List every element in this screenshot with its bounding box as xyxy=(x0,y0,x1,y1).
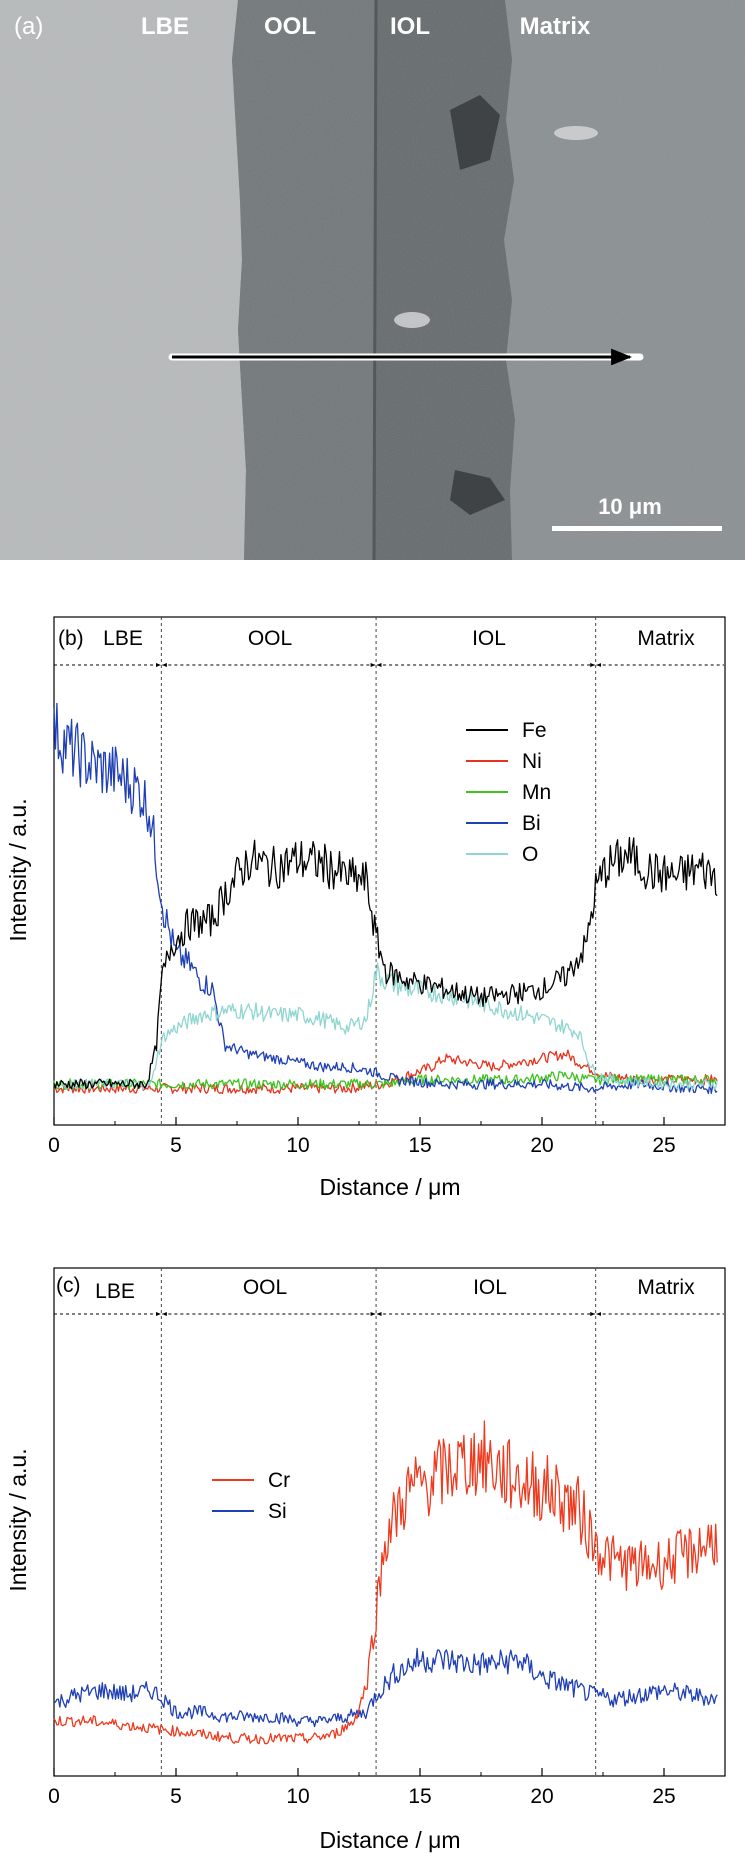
chart-b-x-tick-label: 0 xyxy=(48,1134,60,1157)
panel-a-tag: (a) xyxy=(14,13,43,40)
chart-c-region-label-matrix: Matrix xyxy=(637,1276,695,1299)
chart-c-region-label-lbe: LBE xyxy=(95,1280,135,1303)
inclusion-1 xyxy=(554,126,598,140)
chart-c-x-axis-label: Distance / μm xyxy=(319,1827,460,1853)
region-label-iol: IOL xyxy=(390,13,430,40)
chart-b-region-label-iol: IOL xyxy=(472,627,506,650)
chart-b-series-line-bi xyxy=(53,702,718,1095)
chart-c-plot-frame xyxy=(53,1267,726,1777)
chart-b-series-line-ni xyxy=(53,1049,718,1095)
inclusion-2 xyxy=(394,312,430,328)
chart-c: 0 5 10 15 20 25 Cr Si (c) LBE OOL IOL Matrix D… xyxy=(5,1267,726,1853)
chart-b-series-line-fe xyxy=(53,837,718,1090)
chart-b-x-tick-label: 25 xyxy=(652,1134,675,1157)
chart-c-series xyxy=(53,1420,718,1745)
chart-c-ticks: 0 5 10 15 20 25 xyxy=(48,1768,676,1808)
scale-bar-label: 10 μm xyxy=(598,494,662,519)
chart-b-panel-tag: (b) xyxy=(58,627,84,650)
chart-c-x-tick-label: 25 xyxy=(652,1785,675,1808)
chart-c-legend: Cr Si xyxy=(212,1469,290,1523)
dark-phase-1 xyxy=(450,95,500,170)
region-label-matrix: Matrix xyxy=(520,13,591,40)
region-label-ool: OOL xyxy=(264,13,316,40)
chart-c-region-label-ool: OOL xyxy=(243,1276,287,1299)
chart-b-x-tick-label: 20 xyxy=(530,1134,553,1157)
chart-c-x-tick-label: 10 xyxy=(286,1785,309,1808)
dark-phase-2 xyxy=(450,470,505,515)
chart-c-region-label-iol: IOL xyxy=(473,1276,507,1299)
chart-c-x-tick-label: 20 xyxy=(530,1785,553,1808)
chart-b: 0 5 10 15 20 25 Fe Ni Mn Bi O (b) LBE OOL IOL Mat… xyxy=(5,616,726,1200)
chart-c-y-axis-label: Intensity / a.u. xyxy=(5,1448,31,1591)
chart-c-boundaries xyxy=(160,1268,597,1776)
chart-c-x-tick-label: 0 xyxy=(48,1785,60,1808)
sem-grain-texture xyxy=(0,0,745,560)
chart-b-region-label-ool: OOL xyxy=(248,627,292,650)
chart-b-legend: Fe Ni Mn Bi O xyxy=(466,719,551,866)
chart-c-x-tick-label: 15 xyxy=(408,1785,431,1808)
chart-b-region-label-matrix: Matrix xyxy=(637,627,695,650)
chart-c-panel-tag: (c) xyxy=(56,1274,81,1297)
chart-b-y-axis-label: Intensity / a.u. xyxy=(5,798,31,941)
chart-c-legend-label: Cr xyxy=(268,1469,290,1492)
scale-bar xyxy=(552,526,722,531)
chart-b-boundaries xyxy=(160,617,597,1125)
chart-b-region-label-lbe: LBE xyxy=(103,627,143,650)
chart-b-ticks: 0 5 10 15 20 25 xyxy=(48,1117,676,1157)
chart-c-legend-label: Si xyxy=(268,1500,287,1523)
panel-a-micrograph: (a) LBE OOL IOL Matrix 10 μm xyxy=(0,0,745,561)
chart-b-legend-label: Ni xyxy=(522,750,542,773)
region-label-lbe: LBE xyxy=(141,13,189,40)
chart-b-plot-frame xyxy=(53,616,726,1126)
chart-b-legend-label: Bi xyxy=(522,812,541,835)
chart-b-legend-label: O xyxy=(522,843,538,866)
chart-c-series-line-cr xyxy=(53,1420,718,1745)
chart-b-x-tick-label: 5 xyxy=(170,1134,182,1157)
chart-b-series-line-o xyxy=(53,962,718,1090)
chart-b-legend-label: Mn xyxy=(522,781,551,804)
chart-c-x-tick-label: 5 xyxy=(170,1785,182,1808)
chart-b-legend-label: Fe xyxy=(522,719,547,742)
chart-b-x-tick-label: 15 xyxy=(408,1134,431,1157)
chart-b-series xyxy=(53,702,718,1095)
chart-c-series-line-si xyxy=(53,1647,718,1728)
chart-b-x-axis-label: Distance / μm xyxy=(319,1174,460,1200)
chart-b-x-tick-label: 10 xyxy=(286,1134,309,1157)
ool-iol-interface xyxy=(372,0,378,561)
